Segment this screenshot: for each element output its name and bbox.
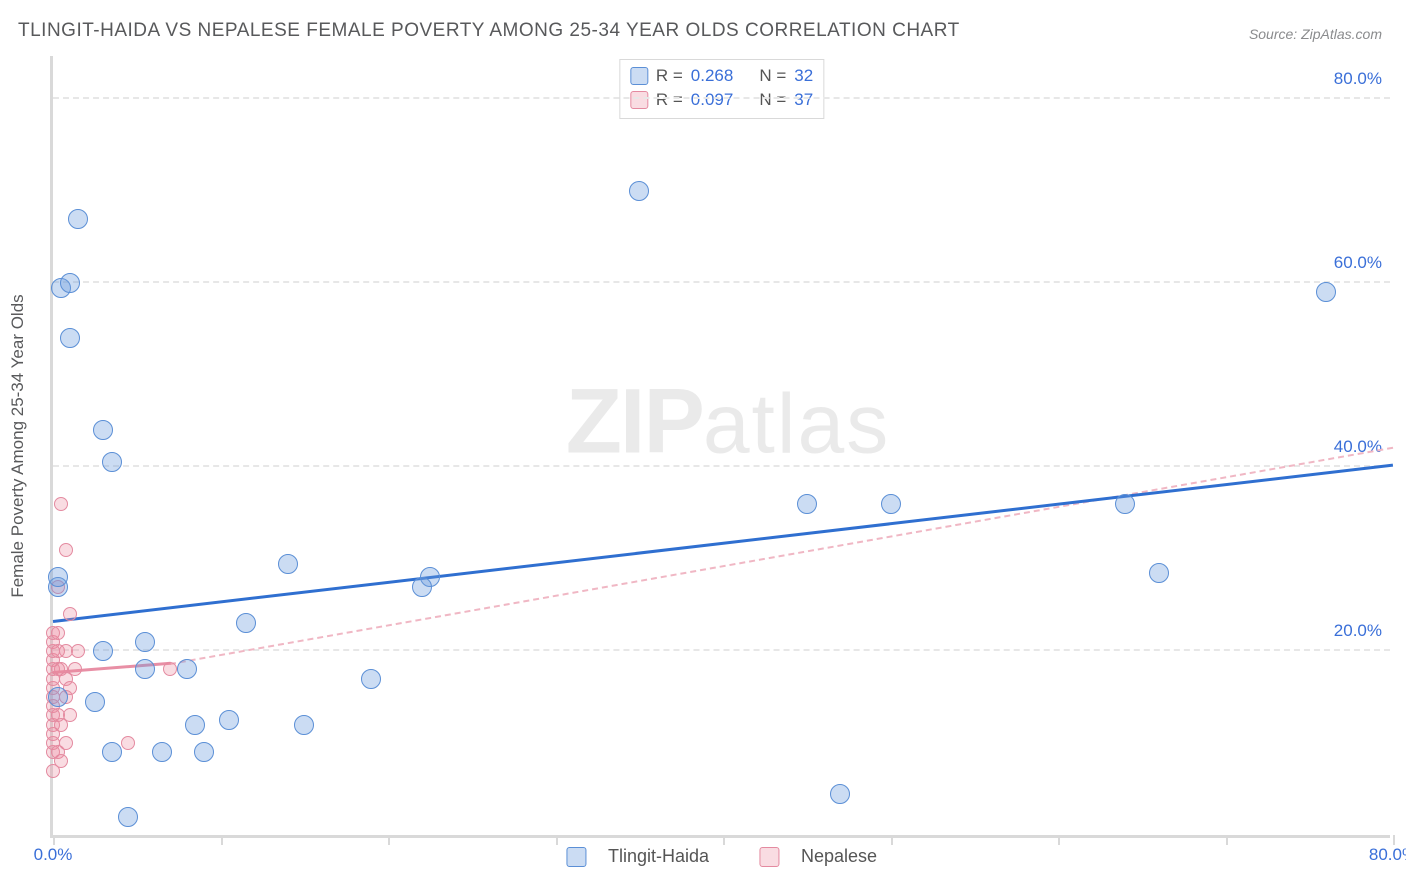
chart-source: Source: ZipAtlas.com bbox=[1249, 26, 1382, 42]
legend-row-2: R = 0.097 N = 37 bbox=[630, 88, 813, 112]
data-point-tlingit-haida bbox=[102, 452, 122, 472]
n-value-1: 32 bbox=[794, 66, 813, 86]
data-point-nepalese bbox=[59, 543, 73, 557]
trendline bbox=[170, 447, 1393, 665]
data-point-nepalese bbox=[121, 736, 135, 750]
gridline bbox=[53, 281, 1390, 283]
swatch-blue-icon bbox=[630, 67, 648, 85]
data-point-tlingit-haida bbox=[185, 715, 205, 735]
data-point-tlingit-haida bbox=[219, 710, 239, 730]
x-tick-label: 80.0% bbox=[1369, 845, 1406, 865]
series-legend: Tlingit-Haida Nepalese bbox=[566, 846, 877, 867]
y-tick-label: 80.0% bbox=[1334, 69, 1382, 89]
chart-title: TLINGIT-HAIDA VS NEPALESE FEMALE POVERTY… bbox=[18, 20, 960, 42]
r-value-1: 0.268 bbox=[691, 66, 734, 86]
trendline bbox=[53, 464, 1393, 623]
data-point-tlingit-haida bbox=[278, 554, 298, 574]
data-point-tlingit-haida bbox=[177, 659, 197, 679]
data-point-nepalese bbox=[68, 662, 82, 676]
x-tick bbox=[388, 835, 390, 845]
n-label: N = bbox=[759, 66, 786, 86]
legend-label-1: Tlingit-Haida bbox=[608, 846, 709, 867]
r-label: R = bbox=[656, 66, 683, 86]
x-tick bbox=[723, 835, 725, 845]
data-point-tlingit-haida bbox=[1149, 563, 1169, 583]
x-tick bbox=[1226, 835, 1228, 845]
swatch-blue-icon bbox=[566, 847, 586, 867]
data-point-nepalese bbox=[54, 754, 68, 768]
chart-container: TLINGIT-HAIDA VS NEPALESE FEMALE POVERTY… bbox=[0, 0, 1406, 892]
data-point-nepalese bbox=[63, 708, 77, 722]
data-point-nepalese bbox=[63, 607, 77, 621]
data-point-tlingit-haida bbox=[93, 420, 113, 440]
y-axis-label: Female Poverty Among 25-34 Year Olds bbox=[8, 294, 28, 597]
plot-area: ZIPatlas R = 0.268 N = 32 R = 0.097 N = … bbox=[50, 56, 1390, 838]
legend-label-2: Nepalese bbox=[801, 846, 877, 867]
correlation-legend: R = 0.268 N = 32 R = 0.097 N = 37 bbox=[619, 59, 824, 119]
n-label: N = bbox=[759, 90, 786, 110]
gridline bbox=[53, 97, 1390, 99]
data-point-tlingit-haida bbox=[830, 784, 850, 804]
y-tick-label: 60.0% bbox=[1334, 253, 1382, 273]
swatch-pink-icon bbox=[630, 91, 648, 109]
data-point-tlingit-haida bbox=[1115, 494, 1135, 514]
data-point-nepalese bbox=[59, 736, 73, 750]
legend-row-1: R = 0.268 N = 32 bbox=[630, 64, 813, 88]
data-point-tlingit-haida bbox=[60, 273, 80, 293]
x-tick-label: 0.0% bbox=[34, 845, 73, 865]
data-point-nepalese bbox=[51, 626, 65, 640]
data-point-tlingit-haida bbox=[152, 742, 172, 762]
data-point-tlingit-haida bbox=[102, 742, 122, 762]
data-point-tlingit-haida bbox=[797, 494, 817, 514]
data-point-tlingit-haida bbox=[60, 328, 80, 348]
data-point-tlingit-haida bbox=[85, 692, 105, 712]
data-point-nepalese bbox=[54, 497, 68, 511]
data-point-tlingit-haida bbox=[93, 641, 113, 661]
r-label: R = bbox=[656, 90, 683, 110]
data-point-tlingit-haida bbox=[629, 181, 649, 201]
data-point-tlingit-haida bbox=[68, 209, 88, 229]
data-point-nepalese bbox=[163, 662, 177, 676]
data-point-tlingit-haida bbox=[881, 494, 901, 514]
n-value-2: 37 bbox=[794, 90, 813, 110]
data-point-tlingit-haida bbox=[361, 669, 381, 689]
data-point-tlingit-haida bbox=[118, 807, 138, 827]
data-point-tlingit-haida bbox=[135, 632, 155, 652]
x-tick bbox=[221, 835, 223, 845]
gridline bbox=[53, 465, 1390, 467]
x-tick bbox=[556, 835, 558, 845]
data-point-tlingit-haida bbox=[236, 613, 256, 633]
data-point-tlingit-haida bbox=[48, 567, 68, 587]
data-point-nepalese bbox=[71, 644, 85, 658]
x-tick bbox=[1058, 835, 1060, 845]
data-point-tlingit-haida bbox=[1316, 282, 1336, 302]
y-tick-label: 20.0% bbox=[1334, 621, 1382, 641]
x-tick bbox=[53, 835, 55, 845]
swatch-pink-icon bbox=[759, 847, 779, 867]
x-tick bbox=[1393, 835, 1395, 845]
r-value-2: 0.097 bbox=[691, 90, 734, 110]
x-tick bbox=[891, 835, 893, 845]
data-point-tlingit-haida bbox=[194, 742, 214, 762]
data-point-tlingit-haida bbox=[412, 577, 432, 597]
data-point-tlingit-haida bbox=[135, 659, 155, 679]
data-point-tlingit-haida bbox=[294, 715, 314, 735]
data-point-tlingit-haida bbox=[48, 687, 68, 707]
watermark: ZIPatlas bbox=[566, 370, 891, 475]
